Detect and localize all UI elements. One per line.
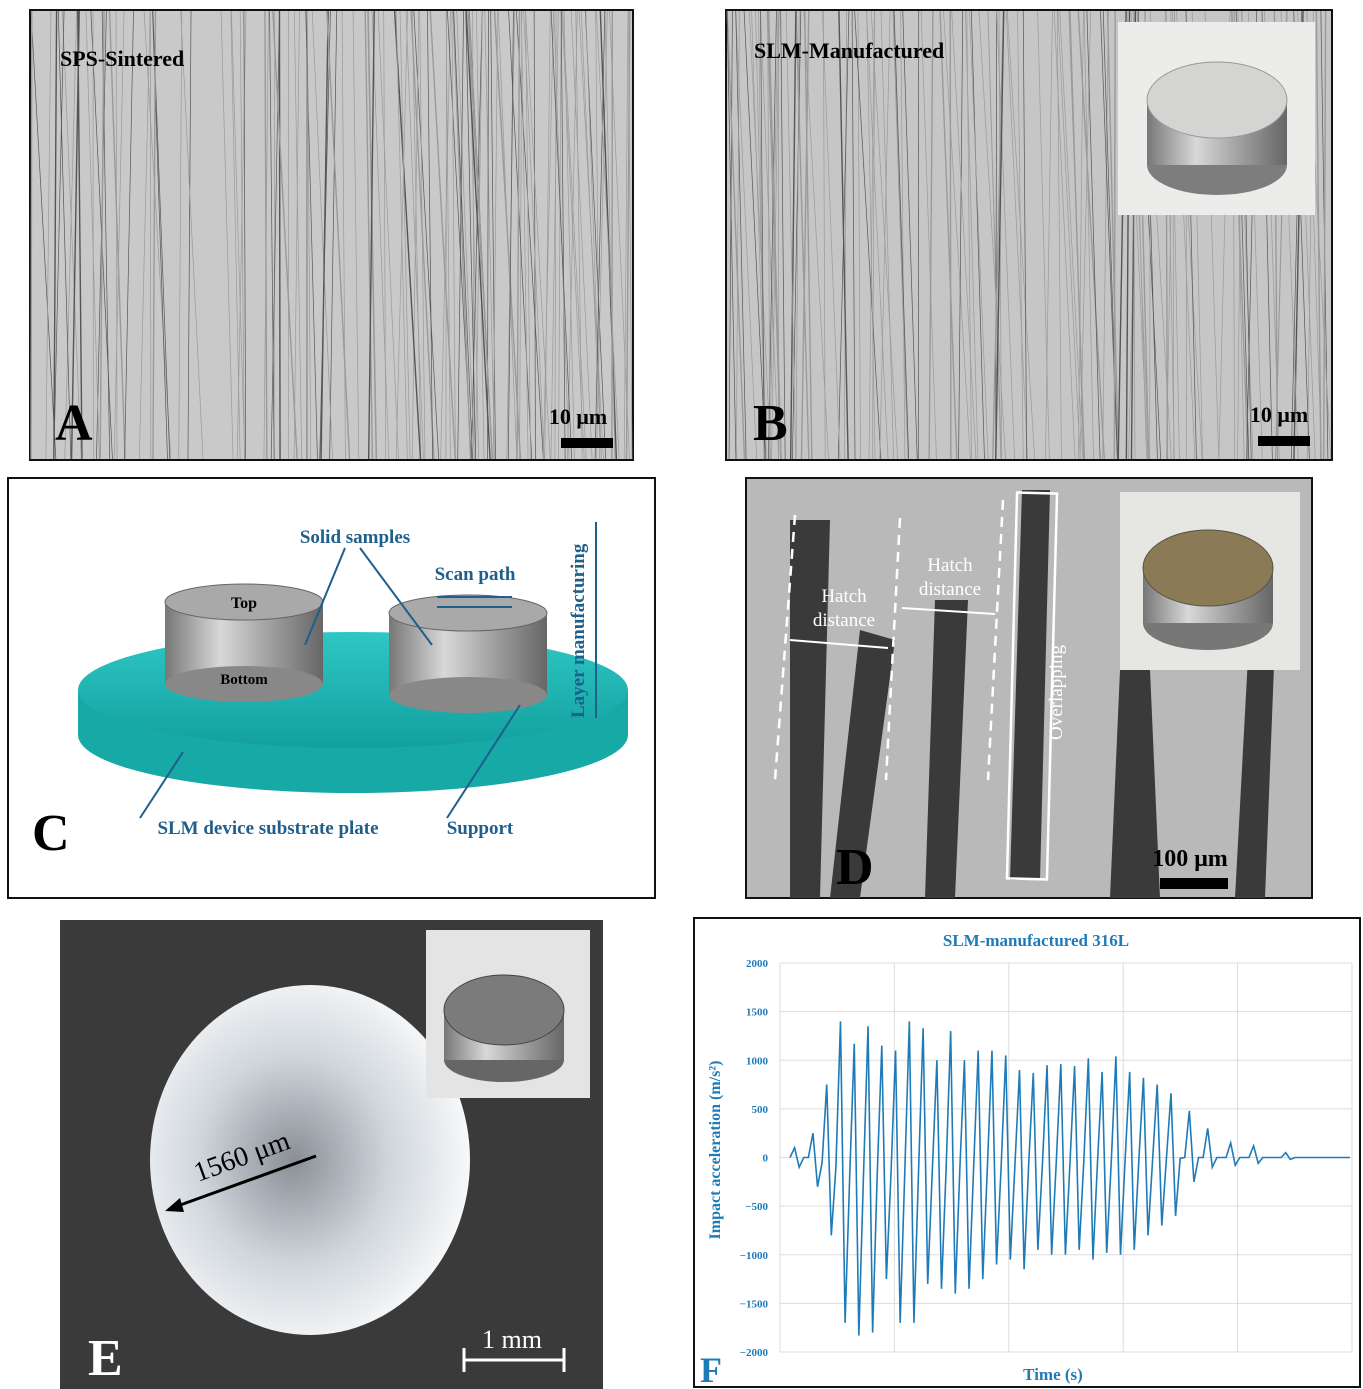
y-tick-label: 500: [752, 1104, 769, 1116]
panel-title: SLM-Manufactured: [754, 38, 944, 63]
sample-top: [444, 975, 564, 1045]
annotation: Overlapping: [1046, 645, 1067, 740]
sample: [389, 595, 547, 713]
annotation: Bottom: [220, 672, 268, 688]
y-tick-label: −500: [745, 1201, 768, 1213]
striation: [279, 11, 280, 459]
scale-label: 10 μm: [1250, 402, 1308, 427]
y-tick-label: −2000: [740, 1347, 769, 1359]
annotation: Layer manufacturing: [568, 543, 589, 718]
sample-top: [1143, 530, 1273, 606]
striation: [950, 11, 951, 459]
scale-bar: [561, 438, 613, 448]
scale-label: 100 μm: [1152, 846, 1228, 872]
scale-label: 10 μm: [549, 404, 607, 429]
panel-letter: E: [88, 1330, 123, 1387]
panel-letter: D: [836, 839, 874, 896]
panel-letter: A: [55, 395, 93, 452]
panel-e: 1560 μm E 1 mm: [60, 920, 603, 1389]
striation: [31, 11, 32, 459]
panel-a: SPS-Sintered A 10 μm: [30, 10, 633, 460]
panel-letter: C: [32, 805, 70, 862]
y-tick-label: 1000: [746, 1055, 769, 1067]
micrograph: [30, 10, 633, 460]
y-tick-label: −1500: [740, 1298, 769, 1310]
chart-title: SLM-manufactured 316L: [943, 931, 1129, 950]
annotation: Scan path: [435, 564, 516, 585]
scale-bar: [1258, 436, 1310, 446]
panel-title: SPS-Sintered: [60, 46, 184, 71]
annotation: Support: [447, 818, 514, 839]
annotation: Hatch: [821, 586, 867, 607]
x-axis-label: Time (s): [1023, 1365, 1083, 1384]
panel-letter: F: [700, 1350, 722, 1389]
panel-b: SLM-Manufactured B 10 μm: [726, 10, 1332, 460]
annotation: distance: [919, 579, 981, 600]
y-tick-label: 1500: [746, 1007, 769, 1019]
annotation: Top: [231, 595, 257, 612]
sample-top: [1147, 62, 1287, 138]
panel-c: Solid samples Scan path Layer manufactur…: [8, 478, 655, 898]
annotation: Hatch: [927, 555, 973, 576]
sample-top: [389, 595, 547, 631]
striation: [1114, 11, 1115, 459]
annotation: SLM device substrate plate: [157, 818, 378, 839]
y-tick-label: 2000: [746, 958, 769, 970]
panel-f: SLM-manufactured 316L Impact acceleratio…: [694, 918, 1360, 1389]
y-tick-label: 0: [763, 1153, 769, 1165]
panel-d: Hatch distance Hatch distance Overlappin…: [746, 478, 1312, 898]
scale-bar: [1160, 878, 1228, 889]
annotation: distance: [813, 610, 875, 631]
page: SPS-Sintered A 10 μm SLM-Manufactured B …: [0, 0, 1363, 1389]
scale-label: 1 mm: [482, 1325, 542, 1354]
chart-frame: [694, 918, 1360, 1387]
panel-letter: B: [753, 395, 788, 452]
figure: SPS-Sintered A 10 μm SLM-Manufactured B …: [0, 0, 1363, 1389]
sample-base: [389, 677, 547, 713]
y-axis-label: Impact acceleration (m/s²): [707, 1061, 724, 1240]
y-tick-label: −1000: [740, 1250, 769, 1262]
annotation: Solid samples: [300, 527, 410, 548]
